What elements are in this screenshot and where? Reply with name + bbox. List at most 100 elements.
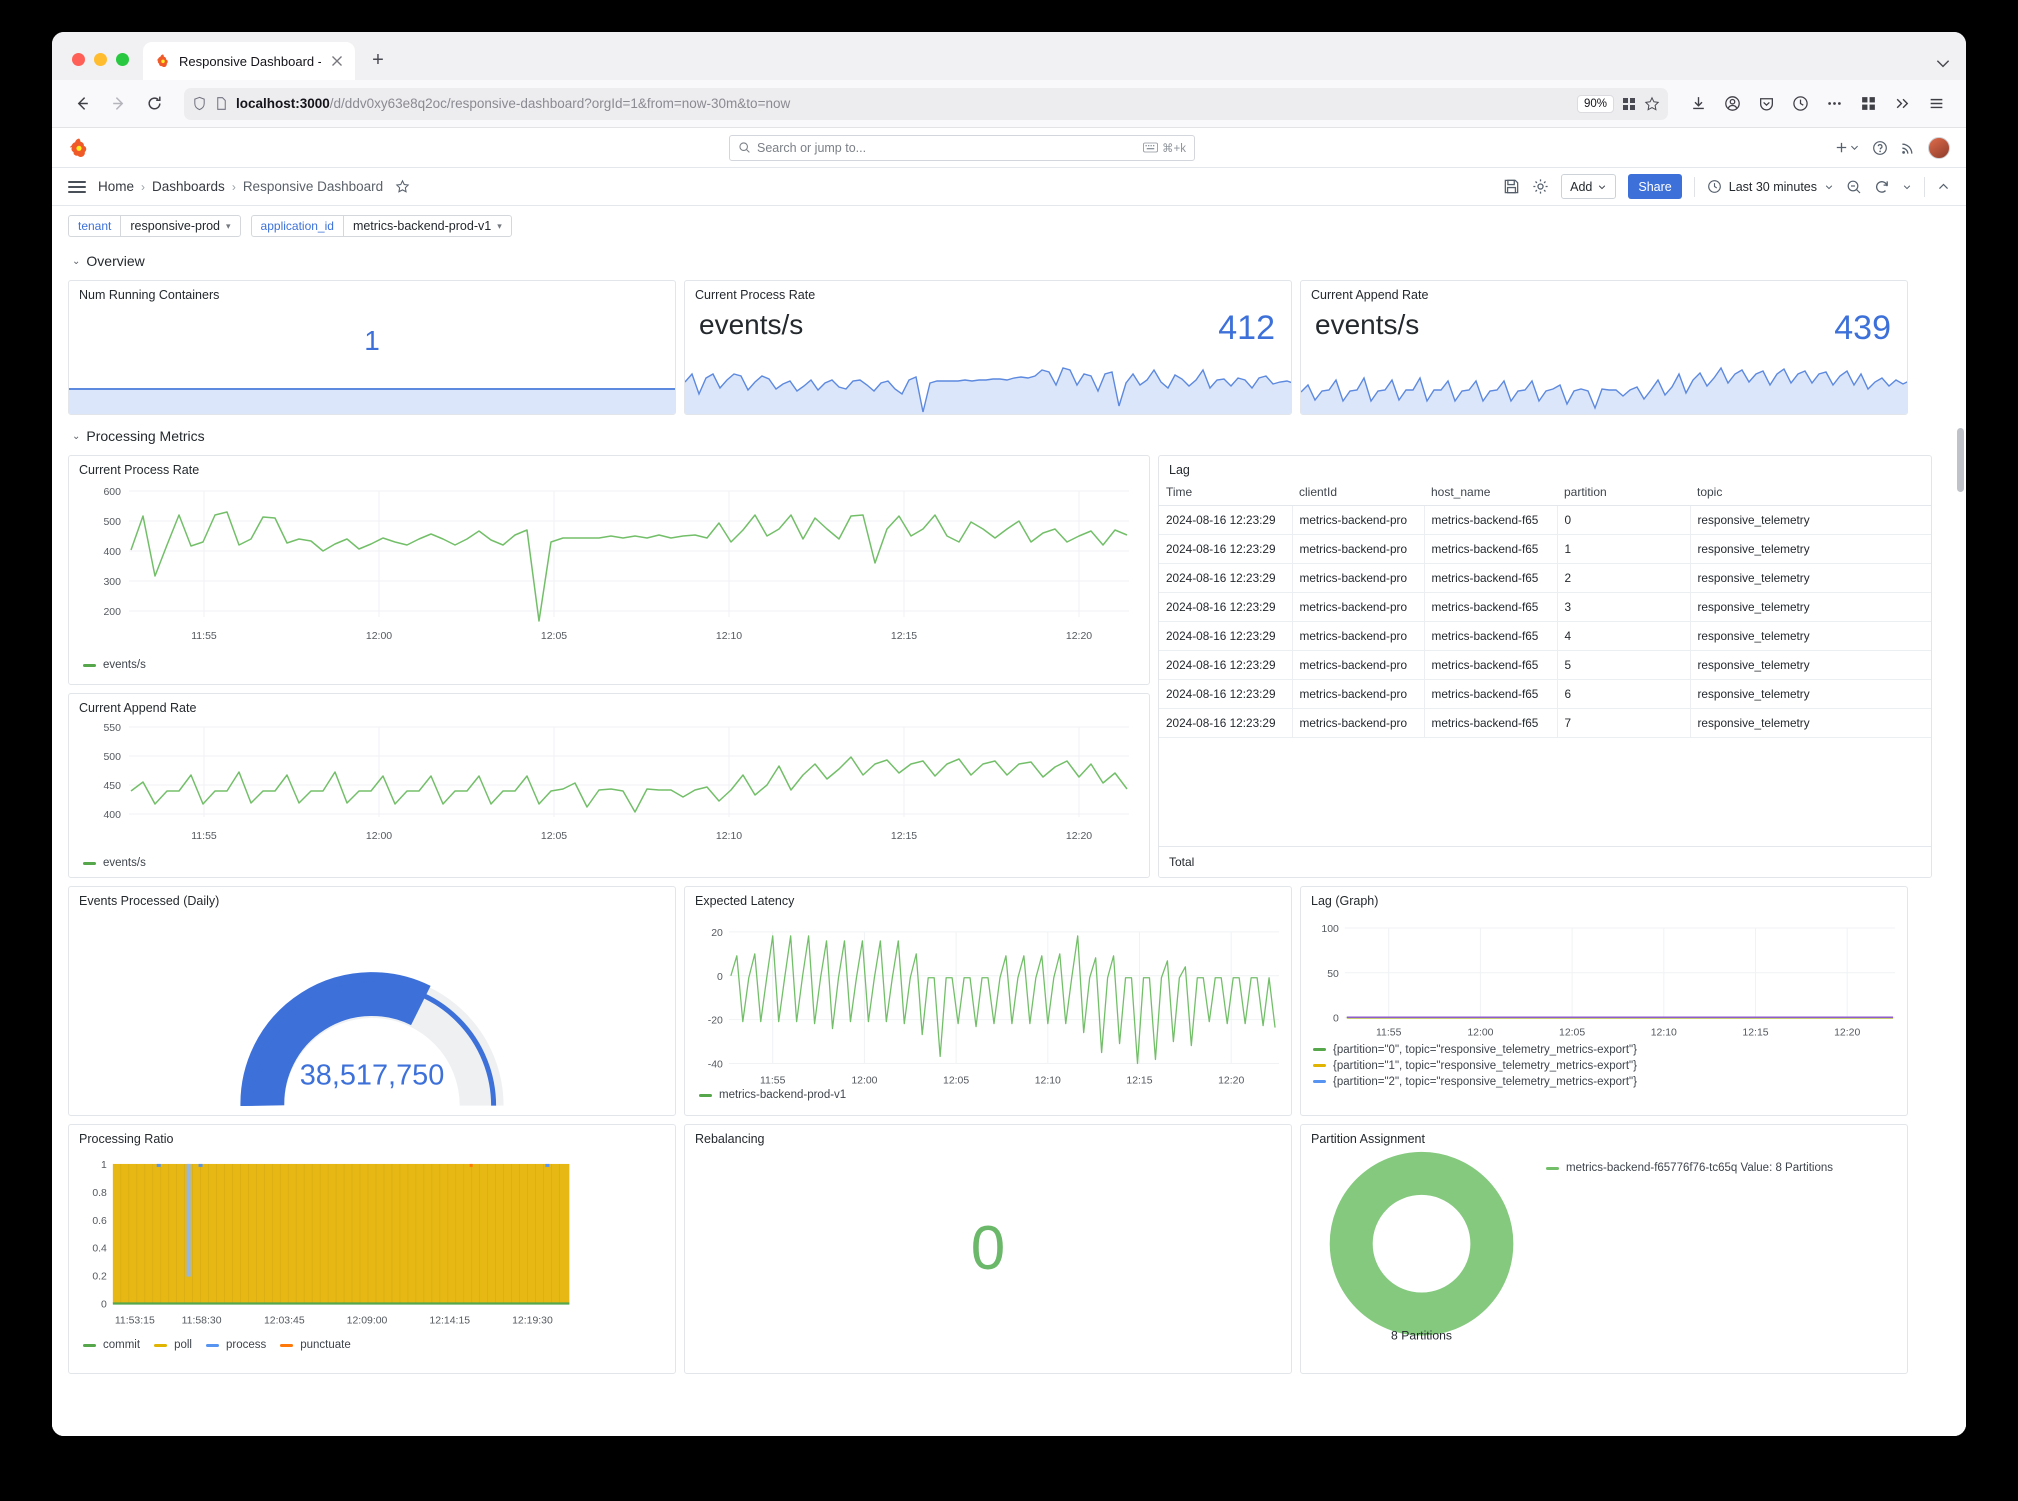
panel-lag-graph[interactable]: Lag (Graph) [1300, 886, 1908, 1116]
dashboard-settings-button[interactable] [1532, 178, 1549, 195]
svg-text:12:09:00: 12:09:00 [347, 1315, 388, 1326]
panel-current-process-rate-timeseries[interactable]: Current Process Rate [68, 455, 1150, 685]
search-input[interactable]: Search or jump to... ⌘+k [729, 134, 1195, 161]
refresh-interval-chevron-icon[interactable] [1902, 182, 1912, 192]
legend-item[interactable]: commit [83, 1339, 140, 1351]
chevron-down-icon[interactable] [1824, 182, 1834, 192]
cell-clientid: metrics-backend-pro [1292, 592, 1425, 622]
panel-lag-table[interactable]: Lag Time clientId host_name partition to… [1158, 455, 1932, 878]
cell-host-name: metrics-backend-f65 [1424, 534, 1558, 564]
downloads-icon[interactable] [1682, 88, 1714, 120]
account-icon[interactable] [1716, 88, 1748, 120]
svg-text:12:00: 12:00 [366, 830, 392, 842]
more-tools-icon[interactable] [1818, 88, 1850, 120]
svg-text:12:19:30: 12:19:30 [512, 1315, 553, 1326]
browser-tab[interactable]: Responsive Dashboard - Dashb [143, 42, 355, 80]
legend-label: commit [103, 1339, 141, 1352]
variable-application-id[interactable]: application_id metrics-backend-prod-v1 ▾ [250, 215, 512, 237]
panel-current-process-rate-stat[interactable]: Current Process Rate events/s 412 [684, 280, 1292, 415]
legend-item[interactable]: poll [154, 1339, 192, 1351]
column-header-host-name[interactable]: host_name [1424, 479, 1557, 506]
panel-processing-ratio[interactable]: Processing Ratio 1 0.8 0.6 0.4 0.2 0 [68, 1124, 676, 1374]
new-tab-button[interactable]: + [372, 49, 384, 71]
legend-item[interactable]: events/s [69, 657, 1149, 677]
grafana-logo-icon[interactable] [68, 137, 90, 159]
save-dashboard-button[interactable] [1503, 178, 1520, 195]
table-row[interactable]: 2024-08-16 12:23:29 metrics-backend-pro me… [1159, 621, 1931, 651]
close-icon[interactable] [329, 53, 345, 69]
cell-partition: 6 [1557, 679, 1691, 709]
bookmark-star-icon[interactable] [1644, 96, 1660, 112]
legend-item[interactable]: metrics-backend-f65776f76-tc65q Value: 8… [1546, 1162, 1833, 1174]
table-row[interactable]: 2024-08-16 12:23:29 metrics-backend-pro me… [1159, 679, 1931, 709]
legend-item[interactable]: process [205, 1339, 266, 1351]
variable-tenant[interactable]: tenant responsive-prod ▾ [68, 215, 241, 237]
window-controls[interactable] [62, 53, 143, 80]
menu-toggle-button[interactable] [68, 180, 86, 193]
add-panel-button[interactable]: Add [1561, 174, 1617, 199]
breadcrumb-home[interactable]: Home [98, 179, 135, 194]
table-row[interactable]: 2024-08-16 12:23:29 metrics-backend-pro me… [1159, 563, 1931, 593]
forward-button[interactable] [102, 88, 134, 120]
table-row[interactable]: 2024-08-16 12:23:29 metrics-backend-pro me… [1159, 534, 1931, 564]
row-header-processing-metrics[interactable]: ⌄ Processing Metrics [72, 423, 1950, 449]
apps-grid-icon[interactable] [1852, 88, 1884, 120]
legend-item[interactable]: {partition="2", topic="responsive_teleme… [1313, 1076, 1907, 1088]
table-row[interactable]: 2024-08-16 12:23:29 metrics-backend-pro me… [1159, 708, 1931, 738]
panel-num-running-containers[interactable]: Num Running Containers 1 [68, 280, 676, 415]
cell-topic: responsive_telemetry [1690, 592, 1931, 622]
history-icon[interactable] [1784, 88, 1816, 120]
column-header-topic[interactable]: topic [1690, 479, 1931, 506]
svg-text:500: 500 [103, 751, 121, 763]
gauge-value: 38,517,750 [300, 1060, 445, 1092]
time-range-picker[interactable]: Last 30 minutes [1707, 179, 1834, 194]
svg-text:12:00: 12:00 [1467, 1028, 1493, 1039]
close-window-button[interactable] [72, 53, 85, 66]
tab-list-button[interactable] [1934, 54, 1952, 72]
dashboard-scrollbar[interactable] [1957, 428, 1964, 492]
news-rss-icon[interactable] [1900, 140, 1916, 156]
panel-current-append-rate-stat[interactable]: Current Append Rate events/s 439 [1300, 280, 1908, 415]
panel-expected-latency[interactable]: Expected Latency [684, 886, 1292, 1116]
chevron-down-icon[interactable] [1934, 54, 1952, 72]
legend-item[interactable]: events/s [69, 855, 1149, 875]
hamburger-menu-icon[interactable] [1920, 88, 1952, 120]
panel-rebalancing[interactable]: Rebalancing 0 [684, 1124, 1292, 1374]
overflow-chevrons-icon[interactable] [1886, 88, 1918, 120]
minimize-window-button[interactable] [94, 53, 107, 66]
svg-text:11:53:15: 11:53:15 [115, 1315, 155, 1326]
row-header-overview[interactable]: ⌄ Overview [72, 248, 1950, 274]
share-button[interactable]: Share [1628, 174, 1682, 199]
maximize-window-button[interactable] [116, 53, 129, 66]
variable-tenant-value[interactable]: responsive-prod ▾ [120, 215, 241, 237]
panel-events-processed[interactable]: Events Processed (Daily) 38,517,750 [68, 886, 676, 1116]
help-icon[interactable] [1872, 140, 1888, 156]
variable-application-id-value[interactable]: metrics-backend-prod-v1 ▾ [342, 215, 512, 237]
favorite-star-icon[interactable] [395, 179, 410, 194]
svg-text:0.6: 0.6 [92, 1216, 107, 1227]
extensions-icon[interactable] [1621, 96, 1637, 112]
collapse-toolbar-button[interactable] [1937, 180, 1950, 193]
save-to-pocket-icon[interactable] [1750, 88, 1782, 120]
table-row[interactable]: 2024-08-16 12:23:29 metrics-backend-pro me… [1159, 505, 1931, 535]
panel-partition-assignment[interactable]: Partition Assignment 8 Partitions metric… [1300, 1124, 1908, 1374]
new-item-button[interactable] [1834, 140, 1860, 155]
legend-item[interactable]: {partition="0", topic="responsive_teleme… [1313, 1044, 1907, 1056]
avatar[interactable] [1928, 136, 1950, 159]
legend-item[interactable]: punctuate [280, 1339, 351, 1351]
column-header-clientid[interactable]: clientId [1292, 479, 1424, 506]
legend-item[interactable]: metrics-backend-prod-v1 [685, 1087, 1291, 1107]
back-button[interactable] [66, 88, 98, 120]
column-header-time[interactable]: Time [1159, 479, 1292, 506]
table-row[interactable]: 2024-08-16 12:23:29 metrics-backend-pro me… [1159, 650, 1931, 680]
reload-button[interactable] [138, 88, 170, 120]
legend-item[interactable]: {partition="1", topic="responsive_teleme… [1313, 1060, 1907, 1072]
zoom-level-badge[interactable]: 90% [1576, 94, 1614, 113]
panel-current-append-rate-timeseries[interactable]: Current Append Rate [68, 693, 1150, 878]
column-header-partition[interactable]: partition [1557, 479, 1690, 506]
refresh-dashboard-button[interactable] [1874, 179, 1890, 195]
address-bar[interactable]: localhost:3000/d/ddv0xy63e8q2oc/responsi… [184, 87, 1668, 120]
table-row[interactable]: 2024-08-16 12:23:29 metrics-backend-pro me… [1159, 592, 1931, 622]
breadcrumb-dashboards[interactable]: Dashboards [152, 179, 225, 194]
zoom-out-time-button[interactable] [1846, 179, 1862, 195]
